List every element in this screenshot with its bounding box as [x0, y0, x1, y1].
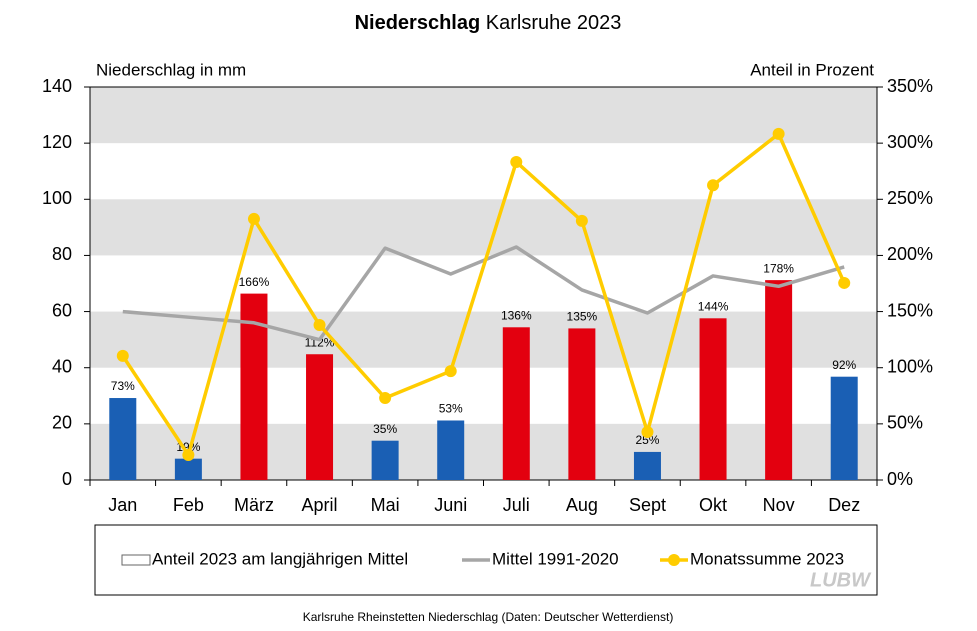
marker	[838, 276, 851, 289]
value-label: 144%	[698, 299, 729, 313]
y2-axis-label: Anteil in Prozent	[750, 60, 874, 79]
x-tick-label: Juli	[503, 495, 530, 515]
bar	[174, 458, 202, 480]
bar	[306, 354, 334, 480]
y-tick-label: 80	[52, 244, 72, 264]
marker	[510, 155, 523, 168]
bar	[830, 376, 858, 480]
legend-box	[94, 524, 878, 596]
y2-tick-label: 200%	[887, 244, 933, 264]
value-label: 92%	[832, 358, 856, 372]
x-tick-label: Aug	[566, 495, 598, 515]
y-tick-label: 120	[42, 132, 72, 152]
y-tick-label: 0	[62, 469, 72, 489]
y-tick-label: 20	[52, 413, 72, 433]
y-tick-label: 60	[52, 300, 72, 320]
value-label: 73%	[111, 379, 135, 393]
legend-label: Monatssumme 2023	[690, 549, 844, 568]
grid-band	[90, 87, 877, 144]
y2-tick-label: 150%	[887, 300, 933, 320]
grid-band	[90, 423, 877, 480]
marker	[575, 214, 588, 227]
value-label: 166%	[239, 275, 270, 289]
bar	[437, 420, 465, 480]
logo: LUBW	[810, 569, 872, 591]
y2-tick-label: 250%	[887, 188, 933, 208]
x-tick-label: Sept	[629, 495, 666, 515]
marker	[182, 449, 195, 462]
x-tick-label: Feb	[173, 495, 204, 515]
x-tick-label: Dez	[828, 495, 860, 515]
value-label: 136%	[501, 308, 532, 322]
x-tick-label: Nov	[763, 495, 795, 515]
x-tick-label: Okt	[699, 495, 727, 515]
bar	[633, 451, 661, 480]
bar	[371, 440, 399, 480]
y2-tick-label: 100%	[887, 356, 933, 376]
value-label: 178%	[763, 261, 794, 275]
value-label: 25%	[635, 433, 659, 447]
chart-title: Niederschlag Karlsruhe 2023	[355, 12, 622, 34]
title-bold: Niederschlag	[355, 12, 481, 34]
grid	[90, 87, 877, 480]
marker	[116, 349, 129, 362]
marker	[707, 179, 720, 192]
y-tick-label: 40	[52, 356, 72, 376]
marker	[379, 392, 392, 405]
x-tick-label: März	[234, 495, 274, 515]
bar	[109, 398, 137, 480]
value-label: 135%	[567, 310, 598, 324]
legend-label: Mittel 1991-2020	[492, 549, 619, 568]
x-tick-label: Mai	[371, 495, 400, 515]
value-label: 35%	[373, 422, 397, 436]
grid-band	[90, 199, 877, 256]
value-label: 53%	[439, 402, 463, 416]
y-tick-label: 100	[42, 188, 72, 208]
bar	[699, 318, 727, 480]
y2-tick-label: 0%	[887, 469, 913, 489]
x-tick-label: Jan	[108, 495, 137, 515]
line	[121, 132, 846, 457]
legend-swatch	[121, 554, 151, 566]
x-tick-label: Juni	[434, 495, 467, 515]
source-note: Karlsruhe Rheinstetten Niederschlag (Dat…	[303, 610, 674, 624]
title-rest: Karlsruhe 2023	[486, 12, 622, 34]
y2-tick-label: 350%	[887, 76, 933, 96]
y-tick-label: 140	[42, 76, 72, 96]
legend-label: Anteil 2023 am langjährigen Mittel	[152, 549, 408, 568]
marker	[772, 127, 785, 140]
y2-tick-label: 300%	[887, 132, 933, 152]
legend-marker	[668, 554, 680, 566]
line	[122, 245, 845, 342]
y-axis-label: Niederschlag in mm	[96, 60, 246, 79]
bar	[568, 328, 596, 480]
marker	[247, 212, 260, 225]
marker	[313, 319, 326, 332]
marker	[641, 425, 654, 438]
bar	[502, 327, 530, 480]
marker	[444, 365, 457, 378]
x-tick-label: April	[302, 495, 338, 515]
y2-tick-label: 50%	[887, 413, 923, 433]
bar	[765, 280, 793, 480]
